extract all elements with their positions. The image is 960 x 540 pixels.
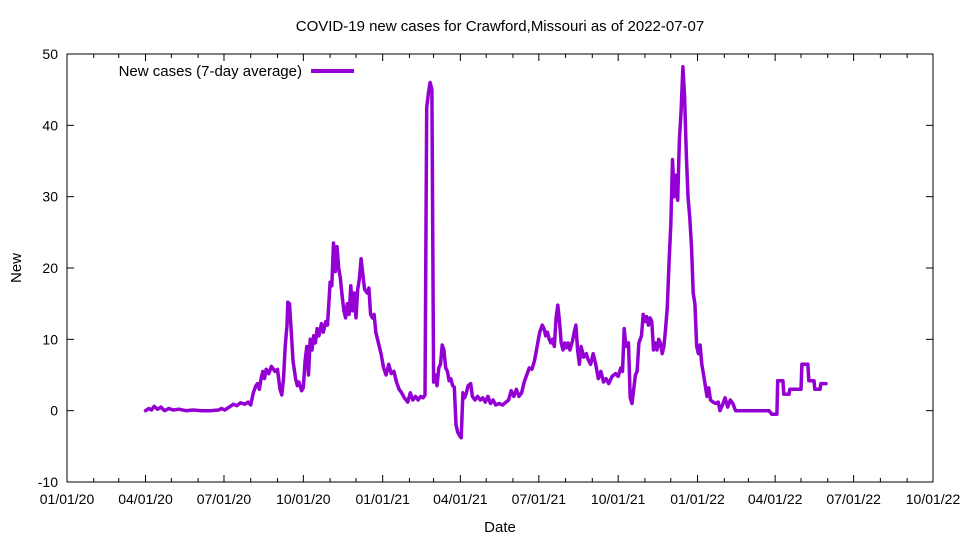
y-axis: -10 0 10 20 30 40 50 <box>38 46 933 490</box>
x-tick-label: 04/01/20 <box>118 491 173 507</box>
x-tick-label: 01/01/21 <box>355 491 410 507</box>
y-tick-label: -10 <box>38 474 58 490</box>
x-tick-label: 10/01/20 <box>276 491 331 507</box>
y-axis-title: New <box>8 253 25 283</box>
x-tick-label: 01/01/22 <box>670 491 725 507</box>
x-axis: 01/01/20 04/01/20 07/01/20 10/01/20 01/01/21… <box>40 54 960 507</box>
x-axis-title: Date <box>484 519 516 536</box>
x-tick-label: 07/01/20 <box>197 491 252 507</box>
y-tick-label: 0 <box>50 403 58 419</box>
x-tick-label: 10/01/21 <box>591 491 646 507</box>
x-tick-label: 01/01/20 <box>40 491 95 507</box>
x-tick-label: 07/01/22 <box>826 491 881 507</box>
x-tick-label: 04/01/21 <box>433 491 488 507</box>
legend: New cases (7-day average) <box>119 63 354 80</box>
y-tick-label: 10 <box>42 331 58 347</box>
chart-title: COVID-19 new cases for Crawford,Missouri… <box>296 18 705 35</box>
x-tick-label: 04/01/22 <box>748 491 803 507</box>
legend-label: New cases (7-day average) <box>119 63 302 80</box>
y-tick-label: 30 <box>42 189 58 205</box>
y-tick-label: 50 <box>42 46 58 62</box>
plot-area-frame <box>66 53 934 483</box>
series-line-new-cases <box>143 65 828 440</box>
x-tick-label: 10/01/22 <box>906 491 960 507</box>
x-tick-label: 07/01/21 <box>512 491 567 507</box>
y-tick-label: 40 <box>42 117 58 133</box>
y-tick-label: 20 <box>42 260 58 276</box>
